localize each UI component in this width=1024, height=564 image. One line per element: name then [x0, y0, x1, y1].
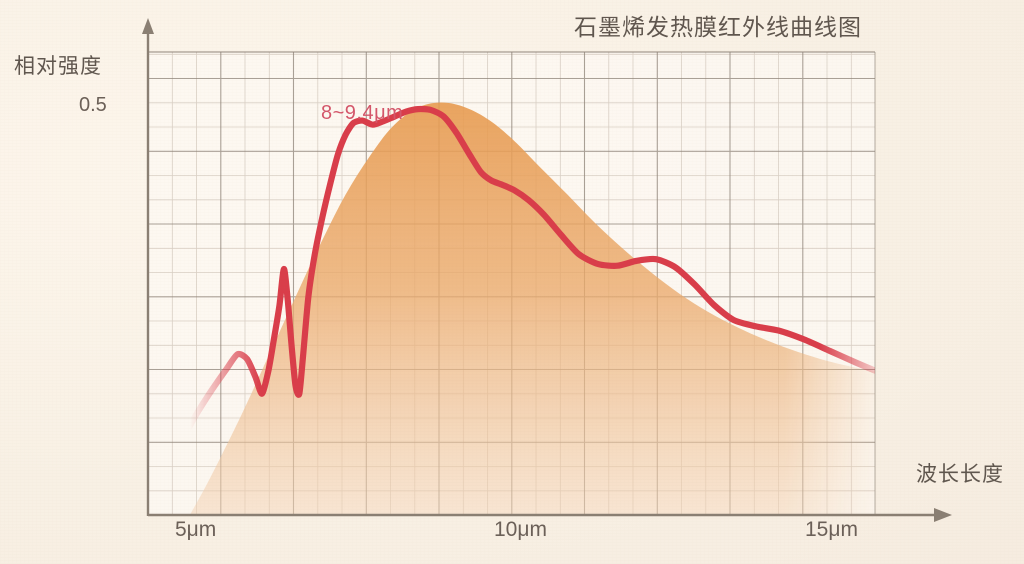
- chart-title: 石墨烯发热膜红外线曲线图: [574, 14, 862, 40]
- x-axis-tick-label-5um: 5μm: [175, 518, 217, 541]
- y-axis-title: 相对强度: [14, 55, 102, 78]
- x-axis-arrow-icon: [934, 508, 952, 522]
- x-axis-tick-label-10um: 10μm: [494, 518, 547, 541]
- peak-range-annotation: 8~9.4μm: [321, 102, 404, 124]
- y-axis-tick-label: 0.5: [79, 94, 107, 116]
- y-axis-arrow-icon: [142, 18, 154, 34]
- blackbody-reference-area: [189, 102, 875, 515]
- x-axis-title: 波长长度: [916, 463, 1004, 486]
- x-axis-tick-label-15um: 15μm: [805, 518, 858, 541]
- infrared-emission-curve: [164, 105, 875, 469]
